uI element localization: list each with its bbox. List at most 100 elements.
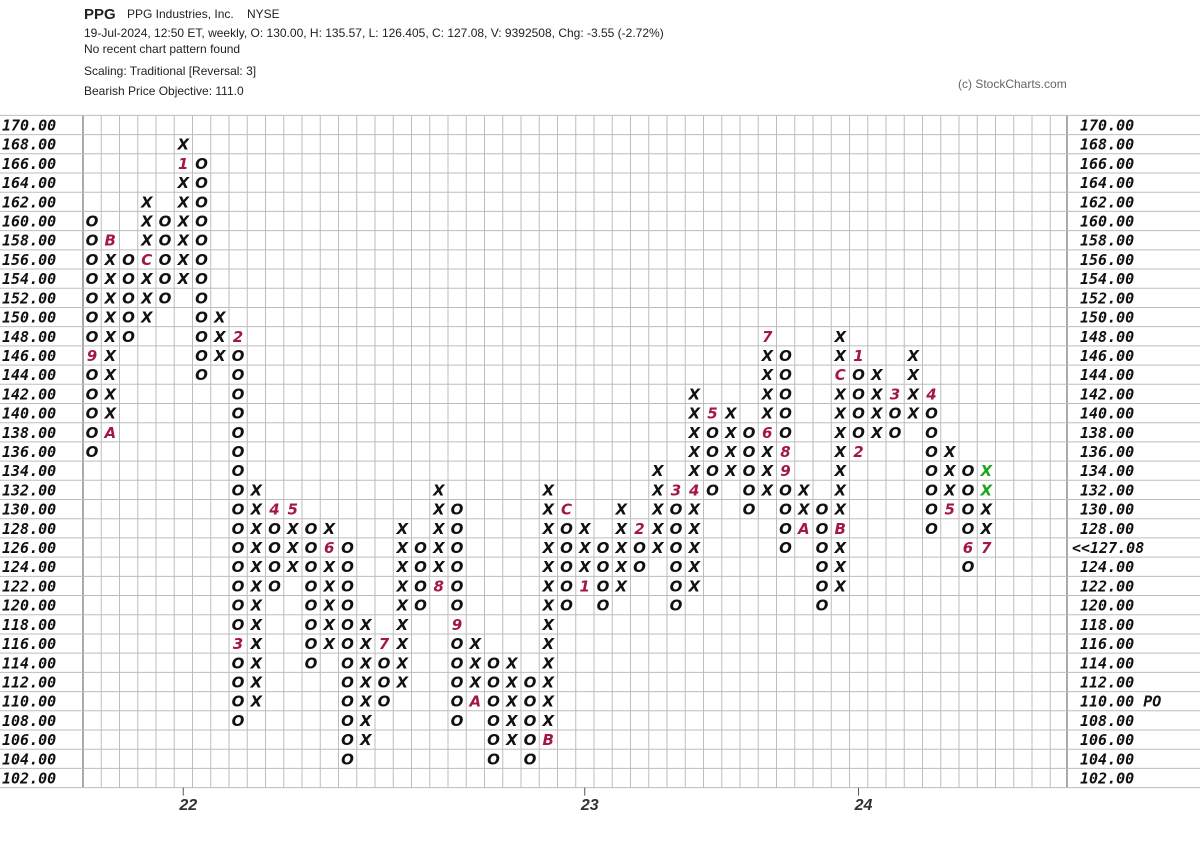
y-tick-label: 166.00 — [2, 155, 56, 173]
box-o: O — [962, 520, 975, 538]
box-o: O — [779, 347, 792, 365]
box-o: O — [232, 539, 245, 557]
box-x: X — [833, 347, 847, 365]
box-x: X — [687, 539, 701, 557]
month-marker: 6 — [963, 539, 973, 557]
box-o: O — [414, 577, 427, 595]
box-o: O — [86, 270, 99, 288]
box-x: X — [687, 577, 701, 595]
month-marker: 5 — [945, 501, 955, 519]
box-x: X — [359, 712, 373, 730]
box-o: O — [743, 424, 756, 442]
box-o: O — [706, 443, 719, 461]
box-o: O — [268, 520, 281, 538]
box-x: X — [103, 385, 117, 403]
x-tick-label: 22 — [178, 797, 197, 814]
quote-info: 19-Jul-2024, 12:50 ET, weekly, O: 130.00… — [84, 26, 664, 40]
box-x: X — [687, 424, 701, 442]
box-x: X — [614, 539, 628, 557]
box-x: X — [103, 251, 117, 269]
box-o: O — [451, 635, 464, 653]
y-tick-label-right: 156.00 — [1080, 251, 1134, 269]
box-o: O — [852, 424, 865, 442]
month-marker: B — [835, 520, 846, 538]
box-o: O — [962, 558, 975, 576]
y-tick-label: 138.00 — [2, 424, 56, 442]
y-tick-label: 142.00 — [2, 385, 56, 403]
box-x: X — [614, 520, 628, 538]
y-tick-label-right: 102.00 — [1080, 770, 1134, 788]
box-o: O — [305, 597, 318, 615]
box-o: O — [268, 539, 281, 557]
box-x: X — [541, 654, 555, 672]
box-o: O — [743, 501, 756, 519]
box-o: O — [341, 750, 354, 768]
month-marker: 4 — [268, 501, 279, 519]
box-x: X — [541, 673, 555, 691]
box-x: X — [395, 616, 409, 634]
box-x: X — [614, 577, 628, 595]
box-x: X — [395, 597, 409, 615]
box-o: O — [670, 539, 683, 557]
y-tick-label-right: 106.00 — [1080, 731, 1134, 749]
y-tick-label: 118.00 — [2, 616, 56, 634]
box-x: X — [432, 481, 446, 499]
box-o: O — [195, 213, 208, 231]
y-tick-label-right: 122.00 — [1080, 577, 1134, 595]
box-o: O — [341, 635, 354, 653]
box-o: O — [706, 481, 719, 499]
y-tick-label-right: 130.00 — [1080, 501, 1134, 519]
box-x: X — [395, 539, 409, 557]
box-o: O — [560, 558, 573, 576]
box-x: X — [724, 405, 738, 423]
box-o: O — [232, 385, 245, 403]
y-tick-label: 136.00 — [2, 443, 56, 461]
y-tick-label: 140.00 — [2, 405, 56, 423]
y-tick-label: 156.00 — [2, 251, 56, 269]
box-x: X — [833, 462, 847, 480]
box-o: O — [86, 366, 99, 384]
box-x: X — [432, 539, 446, 557]
box-o: O — [925, 462, 938, 480]
box-x: X — [213, 328, 227, 346]
box-x: X — [140, 309, 154, 327]
box-x: X — [833, 539, 847, 557]
month-marker: 7 — [379, 635, 390, 653]
box-o: O — [341, 539, 354, 557]
month-marker: A — [468, 693, 481, 711]
box-x: X — [103, 309, 117, 327]
box-o: O — [341, 673, 354, 691]
box-x: X — [833, 443, 847, 461]
box-o: O — [86, 213, 99, 231]
box-o: O — [670, 558, 683, 576]
box-x: X — [687, 385, 701, 403]
box-x: X — [833, 501, 847, 519]
y-tick-label-right: 128.00 — [1080, 520, 1134, 538]
box-o: O — [852, 405, 865, 423]
box-x: X — [541, 501, 555, 519]
y-tick-label-right: 150.00 — [1080, 309, 1134, 327]
box-x: X — [541, 597, 555, 615]
y-tick-label: 126.00 — [2, 539, 56, 557]
month-marker: 4 — [688, 481, 699, 499]
box-x: X — [979, 501, 993, 519]
box-x: X — [103, 405, 117, 423]
month-marker: B — [543, 731, 554, 749]
box-x: X — [249, 539, 263, 557]
box-o: O — [925, 501, 938, 519]
box-x: X — [578, 539, 592, 557]
box-x: X — [541, 616, 555, 634]
box-x: X — [870, 366, 884, 384]
box-x: X — [870, 424, 884, 442]
box-o: O — [524, 731, 537, 749]
box-o: O — [159, 270, 172, 288]
box-o: O — [341, 558, 354, 576]
box-o: O — [816, 558, 829, 576]
month-marker: 1 — [853, 347, 863, 365]
box-x: X — [286, 520, 300, 538]
box-x: X — [176, 232, 190, 250]
watermark: (c) StockCharts.com — [958, 77, 1067, 91]
y-tick-label: 164.00 — [2, 174, 56, 192]
box-x: X — [505, 731, 519, 749]
box-x: X — [687, 558, 701, 576]
